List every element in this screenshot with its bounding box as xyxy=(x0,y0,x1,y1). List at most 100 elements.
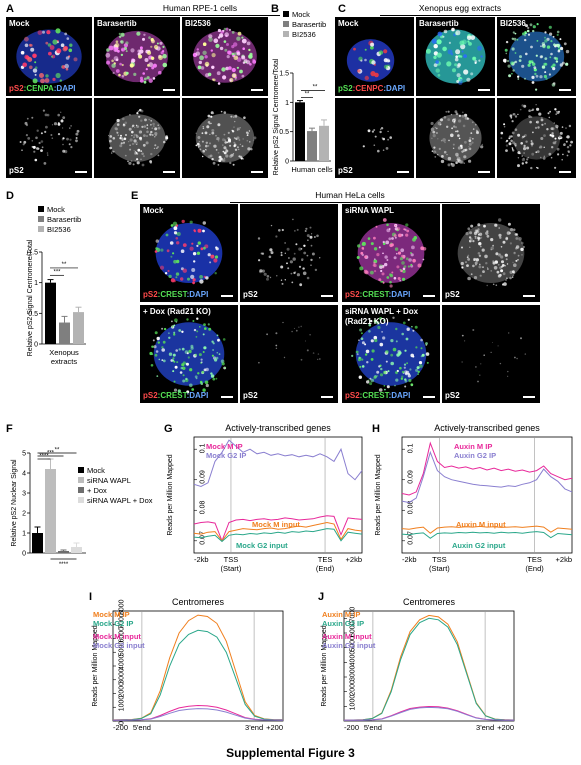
signal-spot xyxy=(440,139,443,142)
signal-spot xyxy=(555,60,559,63)
signal-spot xyxy=(443,116,447,119)
signal-spot xyxy=(418,361,423,365)
signal-spot xyxy=(386,276,390,279)
signal-spot xyxy=(370,270,374,275)
signal-spot xyxy=(507,222,511,226)
series-label: Mock M input xyxy=(252,520,300,529)
signal-spot xyxy=(523,147,527,151)
micrograph-texture xyxy=(195,110,257,166)
signal-spot xyxy=(544,122,546,125)
signal-spot xyxy=(227,137,230,140)
signal-spot xyxy=(569,144,572,147)
signal-spot xyxy=(214,272,217,275)
signal-spot xyxy=(132,163,135,166)
signal-spot xyxy=(159,41,163,45)
signal-spot xyxy=(486,234,490,238)
signal-spot xyxy=(531,108,535,111)
signal-spot xyxy=(37,30,43,35)
signal-spot xyxy=(535,54,538,57)
signal-spot xyxy=(197,372,200,375)
x-tick-label: 5'end xyxy=(364,723,382,732)
signal-spot xyxy=(467,227,471,231)
signal-spot xyxy=(237,31,242,36)
signal-spot xyxy=(196,251,201,255)
series-label: Auxin G2 input xyxy=(452,541,506,550)
signal-spot xyxy=(515,233,519,236)
plot-frame xyxy=(343,610,515,722)
signal-spot xyxy=(193,328,197,332)
signal-spot xyxy=(236,51,241,56)
signal-spot xyxy=(440,123,442,125)
signal-spot xyxy=(512,149,515,152)
signal-spot xyxy=(258,361,260,364)
signal-spot xyxy=(565,140,568,143)
signal-spot xyxy=(309,226,312,229)
signal-spot xyxy=(156,42,159,45)
signal-spot xyxy=(528,115,531,118)
signal-spot xyxy=(186,390,190,394)
signal-spot xyxy=(263,272,267,276)
signal-spot xyxy=(129,114,131,116)
signal-spot xyxy=(143,134,146,137)
signal-spot xyxy=(116,131,118,133)
signal-spot xyxy=(62,46,68,52)
signal-spot xyxy=(292,218,294,221)
x-tick-label: 3'end xyxy=(245,723,263,732)
signal-spot xyxy=(478,232,483,236)
signal-spot xyxy=(455,152,459,157)
signal-spot xyxy=(498,253,502,257)
signal-spot xyxy=(394,247,399,251)
signal-spot xyxy=(539,75,543,79)
signal-spot xyxy=(253,136,257,140)
signal-spot xyxy=(34,73,37,76)
signal-spot xyxy=(550,52,553,56)
signal-spot xyxy=(375,225,378,228)
x-tick-label: TSS xyxy=(224,555,239,564)
signal-spot xyxy=(490,270,492,272)
signal-spot xyxy=(69,127,71,129)
series-label: Mock M IP xyxy=(206,442,243,451)
signal-spot xyxy=(197,228,202,233)
signal-spot xyxy=(373,261,376,265)
signal-spot xyxy=(134,159,137,162)
signal-spot xyxy=(521,136,524,139)
signal-spot xyxy=(532,61,534,64)
signal-spot xyxy=(55,28,61,34)
signal-spot xyxy=(511,147,514,149)
signal-spot xyxy=(176,259,180,264)
signal-spot xyxy=(523,144,526,148)
signal-spot xyxy=(43,162,47,165)
signal-spot xyxy=(407,318,410,321)
signal-spot xyxy=(396,369,399,373)
signal-spot xyxy=(141,125,144,128)
signal-spot xyxy=(508,142,512,146)
signal-spot xyxy=(211,53,216,58)
signal-spot xyxy=(276,275,278,277)
signal-spot xyxy=(149,133,152,136)
signal-spot xyxy=(210,254,215,259)
signal-spot xyxy=(402,267,406,271)
y-tick-label: 8000 xyxy=(119,599,126,615)
signal-spot xyxy=(506,231,511,235)
signal-spot xyxy=(464,148,468,152)
signal-spot xyxy=(31,140,34,142)
signal-spot xyxy=(134,150,137,153)
signal-spot xyxy=(380,128,382,130)
signal-spot xyxy=(27,57,33,62)
signal-spot xyxy=(549,110,551,113)
signal-spot xyxy=(463,54,467,58)
panel-e-dox-label: + Dox (Rad21 KO) xyxy=(143,307,211,316)
signal-spot xyxy=(148,78,153,83)
signal-spot xyxy=(113,47,119,52)
signal-spot xyxy=(360,251,364,255)
panel-e-stain-legend: pS2:CREST:DAPI xyxy=(143,391,209,400)
signal-spot xyxy=(196,330,199,333)
signal-spot xyxy=(75,132,79,136)
signal-spot xyxy=(109,139,112,143)
signal-spot xyxy=(70,146,73,149)
signal-spot xyxy=(458,119,462,123)
signal-spot xyxy=(407,265,410,268)
signal-spot xyxy=(222,150,225,153)
signal-spot xyxy=(461,266,464,269)
signal-spot xyxy=(383,64,389,69)
